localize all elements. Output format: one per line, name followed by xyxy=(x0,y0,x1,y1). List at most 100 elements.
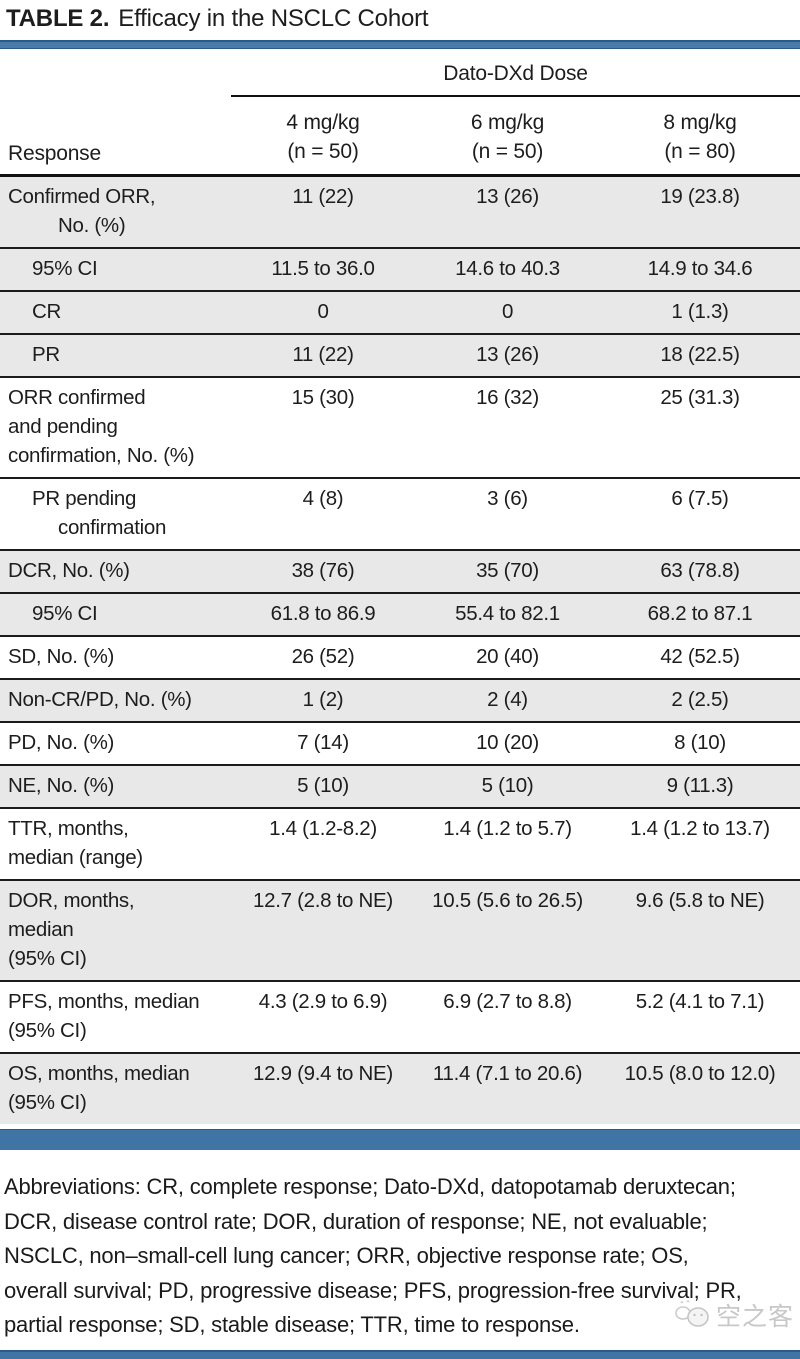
table-row: SD, No. (%) 26 (52) 20 (40) 42 (52.5) xyxy=(0,636,800,679)
cell-value: 4.3 (2.9 to 6.9) xyxy=(258,990,388,1013)
table-row: PFS, months, median (95% CI) 4.3 (2.9 to 6… xyxy=(0,981,800,1053)
cell-value: 61.8 to 86.9 xyxy=(270,602,376,625)
cell-value: 10.5 (8.0 to 12.0) xyxy=(624,1062,776,1085)
table-row: CR 0 0 1 (1.3) xyxy=(0,291,800,334)
row-label: OS, months, median (95% CI) xyxy=(8,1062,190,1114)
abbreviations-note: Abbreviations: CR, complete response; Da… xyxy=(4,1174,742,1337)
cell-value: 0 xyxy=(501,300,514,323)
dose-label: 8 mg/kg xyxy=(663,111,737,134)
row-label: Confirmed ORR, No. (%) xyxy=(8,185,156,237)
cell-value: 9 (11.3) xyxy=(666,774,734,797)
cell-value: 3 (6) xyxy=(487,487,528,510)
table-row: Non-CR/PD, No. (%) 1 (2) 2 (4) 2 (2.5) xyxy=(0,679,800,722)
cell-value: 1.4 (1.2-8.2) xyxy=(269,817,377,840)
cell-value: 38 (76) xyxy=(291,559,355,582)
table-body: Confirmed ORR, No. (%) 11 (22) 13 (26) 19 (2… xyxy=(0,175,800,1124)
row-label: SD, No. (%) xyxy=(8,645,115,668)
table-row: TTR, months, median (range) 1.4 (1.2-8.2) 1… xyxy=(0,808,800,880)
watermark: 空之客 xyxy=(673,1297,794,1333)
table-caption: Efficacy in the NSCLC Cohort xyxy=(118,5,429,32)
cell-value: 5 (10) xyxy=(297,774,349,797)
cell-value: 4 (8) xyxy=(302,487,344,510)
row-label: CR xyxy=(32,300,62,323)
column-header-row: Response 4 mg/kg (n = 50) 6 mg/kg (n = 5… xyxy=(0,96,800,176)
cell-value: 8 (10) xyxy=(674,731,726,754)
cell-value: 14.6 to 40.3 xyxy=(455,257,560,280)
cell-value: 12.7 (2.8 to NE) xyxy=(253,889,393,912)
cell-value: 0 xyxy=(317,300,329,323)
cell-value: 26 (52) xyxy=(291,645,355,668)
row-label: ORR confirmed and pending confirmation, No… xyxy=(8,386,195,467)
cell-value: 10 (20) xyxy=(476,731,539,754)
cell-value: 6 (7.5) xyxy=(671,487,729,510)
row-label: DOR, months, median (95% CI) xyxy=(8,889,135,970)
dose-label: 6 mg/kg xyxy=(470,111,545,134)
doodle-face-icon xyxy=(675,1300,709,1327)
table-row: OS, months, median (95% CI) 12.9 (9.4 to N… xyxy=(0,1053,800,1124)
cell-value: 2 (4) xyxy=(487,688,528,711)
row-label: PR xyxy=(32,343,60,366)
row-label: Non-CR/PD, No. (%) xyxy=(8,688,192,711)
cell-value: 7 (14) xyxy=(297,731,349,754)
row-label: NE, No. (%) xyxy=(8,774,115,797)
table-row: NE, No. (%) 5 (10) 5 (10) 9 (11.3) xyxy=(0,765,800,808)
table-row: 95% CI 61.8 to 86.9 55.4 to 82.1 68.2 to 87… xyxy=(0,593,800,636)
cell-value: 1.4 (1.2 to 13.7) xyxy=(630,817,770,840)
watermark-text: 空之客 xyxy=(715,1303,794,1331)
cell-value: 63 (78.8) xyxy=(660,559,740,582)
cell-value: 20 (40) xyxy=(476,645,539,668)
bottom-accent-bar xyxy=(0,1129,800,1150)
dose-label: 4 mg/kg xyxy=(286,111,360,134)
top-accent-rule xyxy=(0,40,800,49)
table-row: 95% CI 11.5 to 36.0 14.6 to 40.3 14.9 to 34… xyxy=(0,248,800,291)
table-row: ORR confirmed and pending confirmation, No… xyxy=(0,377,800,478)
cell-value: 5 (10) xyxy=(481,774,534,797)
response-column-header: Response xyxy=(8,142,101,165)
cell-value: 1 (1.3) xyxy=(671,300,729,323)
efficacy-table: Dato-DXd Dose Response 4 mg/kg (n = 50) … xyxy=(0,49,800,1124)
table-number: TABLE 2. xyxy=(6,5,110,32)
row-label: 95% CI xyxy=(32,602,98,625)
table-row: PD, No. (%) 7 (14) 10 (20) 8 (10) xyxy=(0,722,800,765)
column-header-8mg: 8 mg/kg (n = 80) xyxy=(600,96,800,176)
table-row: Confirmed ORR, No. (%) 11 (22) 13 (26) 19 (2… xyxy=(0,175,800,248)
dose-group-header: Dato-DXd Dose xyxy=(231,49,800,97)
column-header-6mg: 6 mg/kg (n = 50) xyxy=(415,96,600,176)
row-label: PR pending confirmation xyxy=(32,487,167,539)
cell-value: 13 (26) xyxy=(476,343,539,366)
cell-value: 10.5 (5.6 to 26.5) xyxy=(432,889,583,912)
cell-value: 11 (22) xyxy=(292,185,354,208)
column-header-4mg: 4 mg/kg (n = 50) xyxy=(231,96,415,176)
cell-value: 11.5 to 36.0 xyxy=(271,257,375,280)
cell-value: 16 (32) xyxy=(476,386,539,409)
cell-value: 2 (2.5) xyxy=(671,688,729,711)
cell-value: 42 (52.5) xyxy=(660,645,740,668)
row-label: TTR, months, median (range) xyxy=(8,817,143,869)
empty-header-cell xyxy=(0,49,231,96)
table-row: PR 11 (22) 13 (26) 18 (22.5) xyxy=(0,334,800,377)
cell-value: 13 (26) xyxy=(476,185,539,208)
row-label: PFS, months, median (95% CI) xyxy=(8,990,200,1042)
row-label: DCR, No. (%) xyxy=(8,559,130,582)
n-label: (n = 80) xyxy=(664,140,736,163)
cell-value: 1 (2) xyxy=(302,688,344,711)
cell-value: 6.9 (2.7 to 8.8) xyxy=(443,990,572,1013)
n-label: (n = 50) xyxy=(287,140,359,163)
cell-value: 68.2 to 87.1 xyxy=(647,602,753,625)
n-label: (n = 50) xyxy=(471,140,544,163)
cell-value: 14.9 to 34.6 xyxy=(647,257,753,280)
cell-value: 55.4 to 82.1 xyxy=(455,602,560,625)
table-title: TABLE 2. Efficacy in the NSCLC Cohort xyxy=(0,0,800,40)
table-header: Dato-DXd Dose Response 4 mg/kg (n = 50) … xyxy=(0,49,800,176)
cell-value: 11 (22) xyxy=(292,343,354,366)
cell-value: 19 (23.8) xyxy=(660,185,740,208)
cell-value: 5.2 (4.1 to 7.1) xyxy=(635,990,765,1013)
cell-value: 9.6 (5.8 to NE) xyxy=(635,889,765,912)
cell-value: 12.9 (9.4 to NE) xyxy=(253,1062,393,1085)
row-label: PD, No. (%) xyxy=(8,731,115,754)
table-row: DCR, No. (%) 38 (76) 35 (70) 63 (78.8) xyxy=(0,550,800,593)
page-bottom-rule xyxy=(0,1350,800,1359)
cell-value: 11.4 (7.1 to 20.6) xyxy=(432,1062,583,1085)
cell-value: 35 (70) xyxy=(476,559,539,582)
